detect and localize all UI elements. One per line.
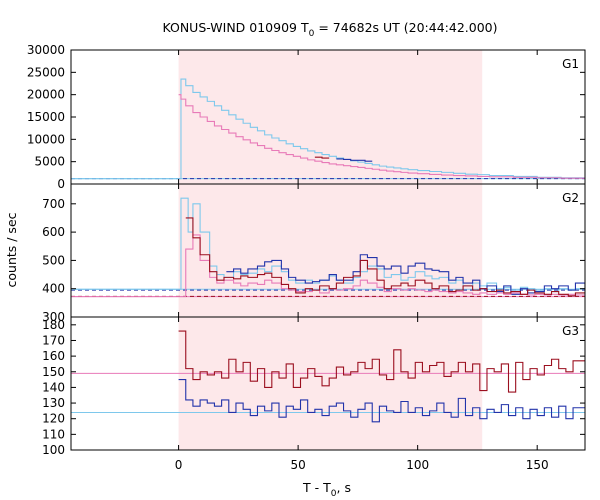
panel-g1-y-tick-label: 10000 — [27, 132, 65, 146]
panel-g2-series-pink — [71, 234, 585, 298]
panel-g2-y-tick-label: 600 — [42, 225, 65, 239]
panel-g2-y-tick-label: 700 — [42, 197, 65, 211]
panel-g2-y-tick-label: 400 — [42, 282, 65, 296]
panel-g3-frame — [70, 316, 586, 451]
panel-g3-y-tick-label: 160 — [42, 349, 65, 363]
panel-g2-y-tick-label: 500 — [42, 253, 65, 267]
panel-g1-label: G1 — [562, 57, 579, 71]
panel-g3-series-dark-red — [178, 330, 585, 393]
x-tick-label: 50 — [290, 458, 305, 472]
panel-g3-series-dark-blue — [178, 379, 585, 423]
x-tick-label: 150 — [526, 458, 549, 472]
panel-g3-y-tick-label: 130 — [42, 396, 65, 410]
panel-g1-series-dark-red — [314, 156, 330, 159]
panel-g2-highlight — [178, 184, 483, 317]
panel-g1-series-dark-blue — [336, 158, 373, 162]
panel-g3-highlight — [178, 317, 483, 450]
panel-g2-y-tick-label: 300 — [42, 310, 65, 324]
panel-g3-y-tick-label: 140 — [42, 380, 65, 394]
panel-g1-y-tick-label: 25000 — [27, 65, 65, 79]
panel-g1-highlight — [178, 50, 483, 184]
chart-title: KONUS-WIND 010909 T0 = 74682s UT (20:44:… — [162, 20, 497, 39]
y-axis-label: counts / sec — [4, 212, 19, 287]
x-tick-label: 0 — [175, 458, 183, 472]
panel-g1-y-tick-label: 0 — [57, 177, 65, 191]
panel-g2-label: G2 — [562, 191, 579, 205]
panel-g1-series-pink — [178, 94, 585, 179]
panel-g1-series-light-blue — [71, 78, 585, 180]
panel-g3-y-tick-label: 170 — [42, 333, 65, 347]
panel-g1-y-tick-label: 5000 — [34, 155, 65, 169]
x-tick-label: 100 — [406, 458, 429, 472]
x-axis-label: T - T0, s — [302, 480, 351, 499]
panel-g3-y-tick-label: 100 — [42, 443, 65, 457]
panel-g2-series-dark-blue — [226, 254, 585, 295]
panel-g3-label: G3 — [562, 324, 579, 338]
panel-g3-y-tick-label: 150 — [42, 365, 65, 379]
panel-g3-y-tick-label: 110 — [42, 427, 65, 441]
panel-g3-y-tick-label: 120 — [42, 412, 65, 426]
panel-g1-y-tick-label: 20000 — [27, 88, 65, 102]
panel-g1-y-tick-label: 15000 — [27, 110, 65, 124]
panel-g2-series-dark-red — [185, 217, 585, 297]
panel-g3-y-tick-label: 180 — [42, 318, 65, 332]
panel-g1-y-tick-label: 30000 — [27, 43, 65, 57]
